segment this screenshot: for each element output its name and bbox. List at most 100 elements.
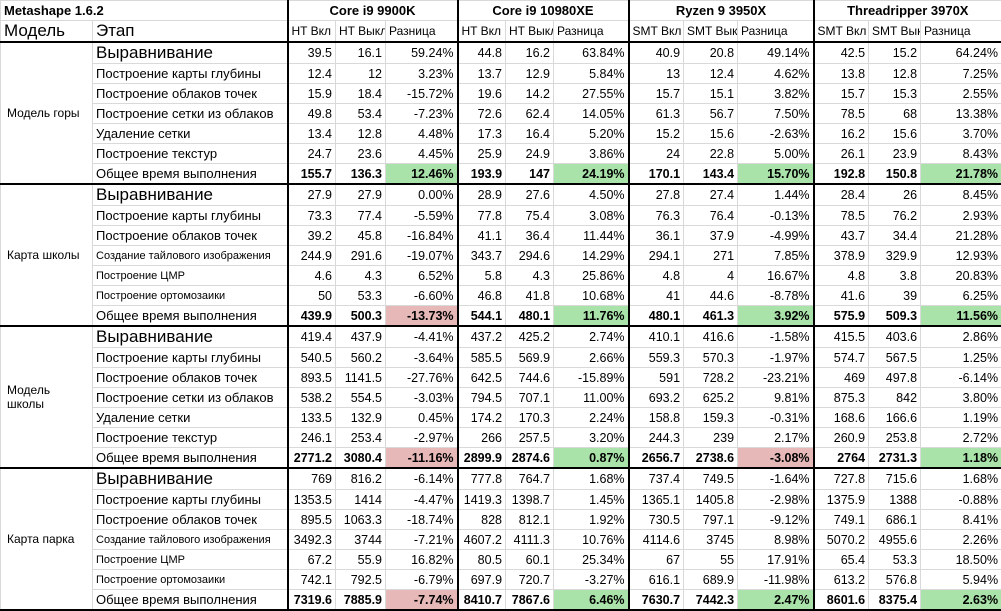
diff-value: 64.24% [921,42,1001,64]
diff-value: -4.99% [738,226,814,246]
on-value: 39.5 [288,42,336,64]
diff-value: 5.84% [554,64,629,84]
off-value: 480.1 [506,306,554,327]
off-value: 560.2 [336,348,386,368]
on-value: 73.3 [288,206,336,226]
on-value: 50 [288,286,336,306]
on-value: 895.5 [288,510,336,530]
off-value: 842 [869,388,921,408]
diff-value: -0.13% [738,206,814,226]
on-value: 41.6 [814,286,869,306]
on-value: 1419.3 [458,490,506,510]
diff-value: -3.08% [738,448,814,469]
off-header: SMT Выкл [684,21,738,43]
cpu-header: Ryzen 9 3950X [629,1,814,21]
diff-value: 0.45% [386,408,458,428]
on-value: 4114.6 [629,530,684,550]
off-value: 2874.6 [506,448,554,469]
on-header: SMT Вкл [629,21,684,43]
diff-value: -1.58% [738,326,814,348]
diff-value: 2.72% [921,428,1001,448]
diff-value: -2.63% [738,124,814,144]
stage-header: Этап [93,21,288,43]
diff-value: -7.21% [386,530,458,550]
diff-value: -11.16% [386,448,458,469]
on-value: 19.6 [458,84,506,104]
on-value: 8410.7 [458,590,506,611]
off-value: 749.5 [684,468,738,490]
off-value: 707.1 [506,388,554,408]
diff-header: Разница [921,21,1001,43]
stage-label: Построение карты глубины [93,348,288,368]
on-value: 538.2 [288,388,336,408]
off-value: 12 [336,64,386,84]
diff-value: 3.92% [738,306,814,327]
off-value: 500.3 [336,306,386,327]
stage-label: Общее время выполнения [93,306,288,327]
stage-label: Общее время выполнения [93,590,288,611]
off-value: 12.8 [336,124,386,144]
on-value: 613.2 [814,570,869,590]
off-value: 53.4 [336,104,386,124]
off-value: 416.6 [684,326,738,348]
on-value: 72.6 [458,104,506,124]
on-value: 41 [629,286,684,306]
on-value: 13.4 [288,124,336,144]
off-value: 27.4 [684,184,738,206]
off-value: 39 [869,286,921,306]
off-value: 166.6 [869,408,921,428]
diff-value: 11.76% [554,306,629,327]
diff-value: 24.19% [554,164,629,185]
diff-value: -4.47% [386,490,458,510]
diff-value: -15.89% [554,368,629,388]
on-header: HT Вкл [288,21,336,43]
on-value: 410.1 [629,326,684,348]
on-value: 43.7 [814,226,869,246]
diff-value: 0.00% [386,184,458,206]
off-value: 55 [684,550,738,570]
diff-header: Разница [386,21,458,43]
off-value: 570.3 [684,348,738,368]
on-value: 4.8 [814,266,869,286]
diff-value: 5.00% [738,144,814,164]
off-value: 60.1 [506,550,554,570]
cpu-header: Core i9 10980XE [458,1,629,21]
on-value: 742.1 [288,570,336,590]
off-value: 132.9 [336,408,386,428]
off-value: 764.7 [506,468,554,490]
off-value: 4.3 [506,266,554,286]
on-value: 67.2 [288,550,336,570]
diff-value: -3.27% [554,570,629,590]
stage-label: Построение карты глубины [93,64,288,84]
off-value: 53.3 [869,550,921,570]
on-value: 7630.7 [629,590,684,611]
on-value: 192.8 [814,164,869,185]
on-value: 5070.2 [814,530,869,550]
on-value: 76.3 [629,206,684,226]
on-value: 67 [629,550,684,570]
on-value: 36.1 [629,226,684,246]
off-value: 143.4 [684,164,738,185]
on-value: 39.2 [288,226,336,246]
off-value: 1398.7 [506,490,554,510]
off-header: HT Выкл [506,21,554,43]
diff-value: 2.24% [554,408,629,428]
on-value: 193.9 [458,164,506,185]
stage-label: Выравнивание [93,468,288,490]
on-value: 244.9 [288,246,336,266]
diff-value: -6.14% [921,368,1001,388]
off-value: 44.6 [684,286,738,306]
on-value: 78.5 [814,104,869,124]
